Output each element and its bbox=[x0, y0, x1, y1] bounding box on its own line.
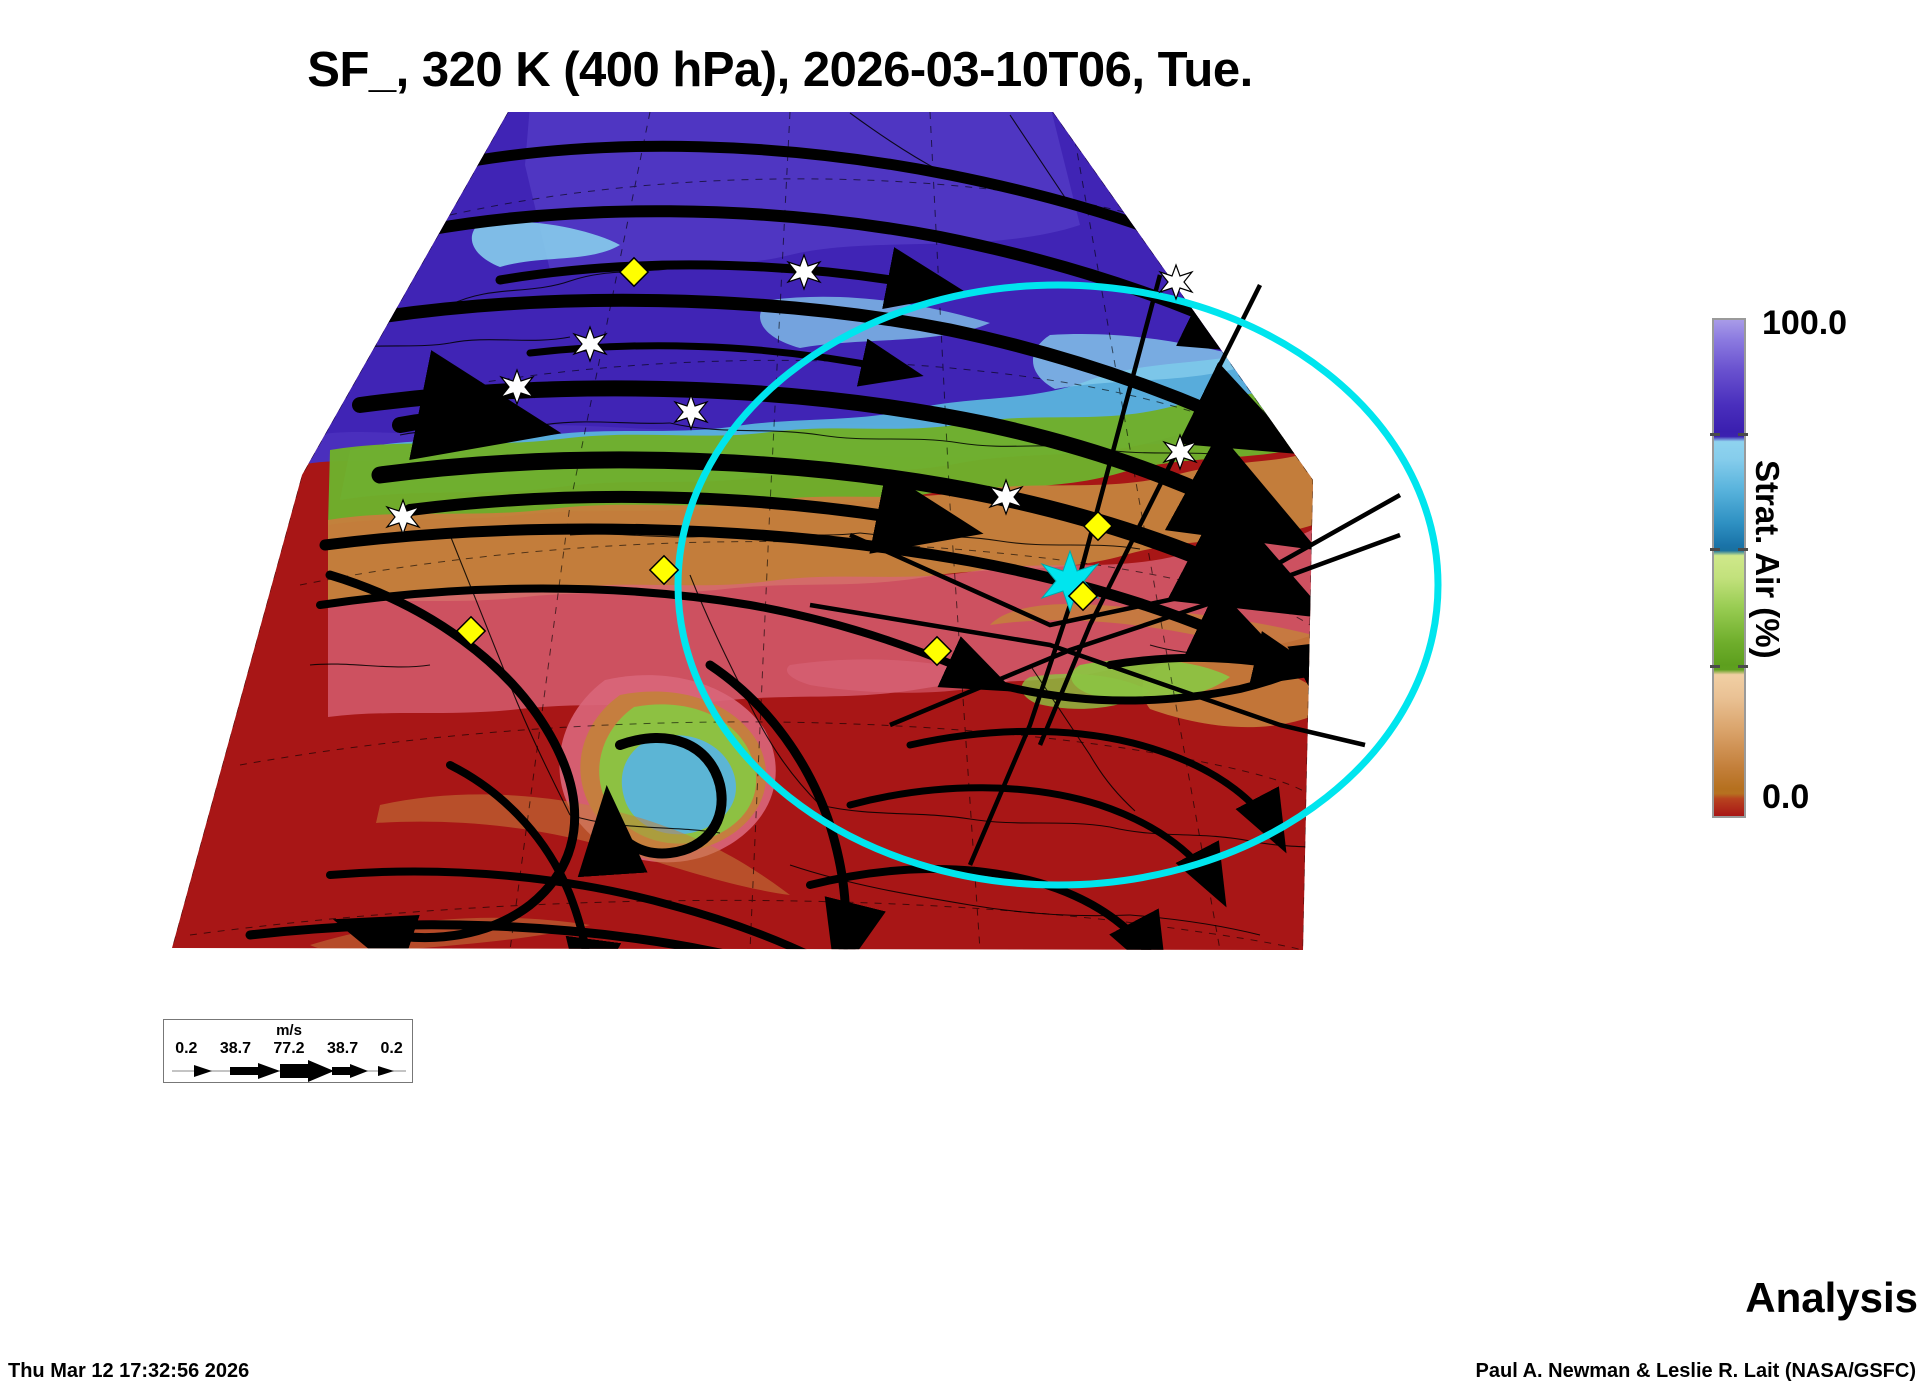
map-panel[interactable] bbox=[150, 105, 1510, 1105]
waypoint-marker[interactable] bbox=[673, 393, 709, 431]
station-marker[interactable] bbox=[648, 554, 680, 586]
colorbar-axis-label: Strat. Air (%) bbox=[1749, 460, 1786, 659]
wind-legend-value: 0.2 bbox=[175, 1040, 198, 1057]
station-marker[interactable] bbox=[1067, 580, 1099, 612]
render-timestamp: Thu Mar 12 17:32:56 2026 bbox=[8, 1360, 250, 1382]
colorbar-tick bbox=[1710, 433, 1720, 436]
map-canvas[interactable] bbox=[150, 105, 1510, 1105]
range-ring bbox=[674, 281, 1442, 889]
colorbar-gradient bbox=[1712, 318, 1746, 818]
waypoint-marker[interactable] bbox=[572, 325, 608, 363]
field-band-blue-patch-nw bbox=[471, 221, 620, 267]
colorbar-tick bbox=[1710, 548, 1720, 551]
waypoint-marker[interactable] bbox=[786, 253, 822, 291]
flight-track-layer bbox=[809, 274, 1402, 866]
waypoint-marker[interactable] bbox=[499, 368, 535, 406]
center-marker-icon[interactable] bbox=[1040, 549, 1100, 613]
colorbar: 100.0 0.0 Strat. Air (%) bbox=[1700, 300, 1920, 830]
station-marker[interactable] bbox=[1082, 510, 1114, 542]
waypoint-marker[interactable] bbox=[988, 478, 1024, 516]
colorbar-tick bbox=[1738, 433, 1748, 436]
colorbar-tick bbox=[1738, 665, 1748, 668]
colorbar-max-label: 100.0 bbox=[1762, 304, 1848, 342]
wind-arrow-icons bbox=[172, 1060, 406, 1082]
station-marker[interactable] bbox=[921, 635, 953, 667]
wind-legend-value: 77.2 bbox=[273, 1040, 305, 1057]
wind-legend-unit-label: m/s bbox=[276, 1022, 302, 1039]
station-markers-layer[interactable] bbox=[455, 256, 1114, 667]
waypoint-marker[interactable] bbox=[1162, 433, 1198, 471]
station-marker[interactable] bbox=[618, 256, 650, 288]
station-marker[interactable] bbox=[455, 615, 487, 647]
analysis-label: Analysis bbox=[1745, 1274, 1918, 1321]
field-filament-sw bbox=[376, 794, 790, 895]
colorbar-tick bbox=[1738, 548, 1748, 551]
waypoint-marker[interactable] bbox=[1158, 263, 1194, 301]
wind-legend-values: 0.2 38.7 77.2 38.7 0.2 bbox=[164, 1040, 414, 1058]
colorbar-min-label: 0.0 bbox=[1762, 778, 1810, 816]
field-band-green bbox=[328, 381, 1313, 525]
waypoint-markers-layer[interactable] bbox=[385, 253, 1198, 536]
page-title: SF_, 320 K (400 hPa), 2026-03-10T06, Tue… bbox=[307, 43, 1253, 97]
colorbar-tick bbox=[1710, 665, 1720, 668]
wind-legend-value: 38.7 bbox=[326, 1040, 359, 1057]
waypoint-marker[interactable] bbox=[385, 498, 421, 536]
author-credit: Paul A. Newman & Leslie R. Lait (NASA/GS… bbox=[1475, 1360, 1916, 1382]
wind-legend-value: 0.2 bbox=[380, 1040, 403, 1057]
wind-scale-legend: m/s 0.2 38.7 77.2 38.7 0.2 bbox=[163, 1019, 413, 1083]
wind-legend-value: 38.7 bbox=[219, 1040, 251, 1057]
